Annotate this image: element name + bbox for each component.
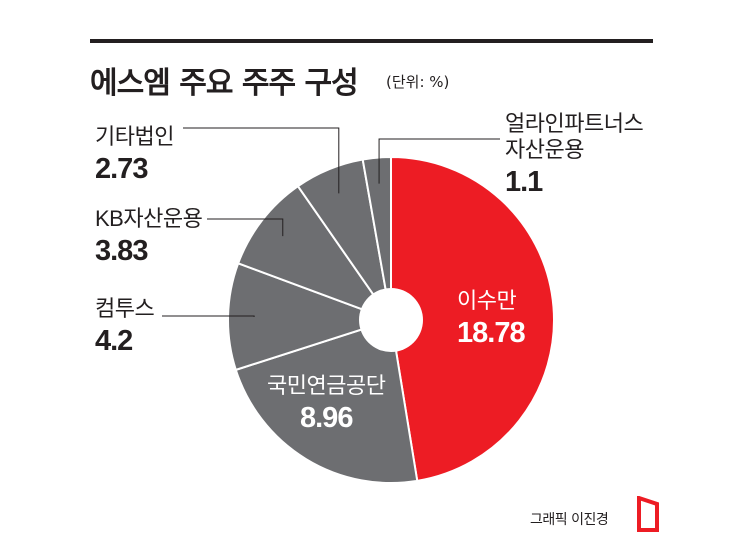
- slice-name: 기타법인: [95, 124, 174, 149]
- slice-value: 18.78: [457, 317, 526, 349]
- slice-value: 4.2: [95, 325, 133, 357]
- slice-value: 3.83: [95, 235, 148, 267]
- slice-name: 자산운용: [505, 137, 584, 162]
- graphic-credit: 그래픽 이진경: [530, 512, 609, 528]
- slice-name: KB자산운용: [95, 206, 203, 231]
- pie-slice-1: [234, 319, 419, 484]
- slice-name: 국민연금공단: [267, 373, 386, 398]
- donut-hole: [359, 288, 423, 352]
- pie-slice-3: [237, 185, 392, 321]
- newspaper-logo-icon: [637, 496, 659, 532]
- leader-line-5: [378, 138, 500, 184]
- slice-name: 이수만: [457, 288, 517, 313]
- slice-name: 얼라인파트너스: [505, 111, 644, 136]
- chart-title: 에스엠 주요 주주 구성: [90, 66, 359, 101]
- leader-line-4: [183, 127, 340, 194]
- slice-value: 1.1: [505, 166, 543, 198]
- top-rule: [90, 39, 653, 43]
- unit-label: (단위: %): [386, 73, 450, 91]
- slice-value: 8.96: [300, 402, 353, 434]
- slice-label-1: 국민연금공단 8.96: [267, 373, 386, 434]
- slice-label-3: KB자산운용 3.83: [95, 206, 203, 267]
- slice-label-2: 컴투스 4.2: [95, 296, 155, 357]
- slice-label-0: 이수만 18.78: [457, 288, 526, 349]
- slice-value: 2.73: [95, 153, 148, 185]
- leader-line-3: [207, 218, 284, 237]
- slice-name: 컴투스: [95, 296, 155, 321]
- leader-line-2: [162, 315, 255, 317]
- pie-slice-0: [390, 156, 555, 482]
- pie-slice-5: [361, 156, 392, 321]
- slice-label-4: 기타법인 2.73: [95, 126, 174, 184]
- slice-label-5: 얼라인파트너스 자산운용 1.1: [505, 111, 644, 198]
